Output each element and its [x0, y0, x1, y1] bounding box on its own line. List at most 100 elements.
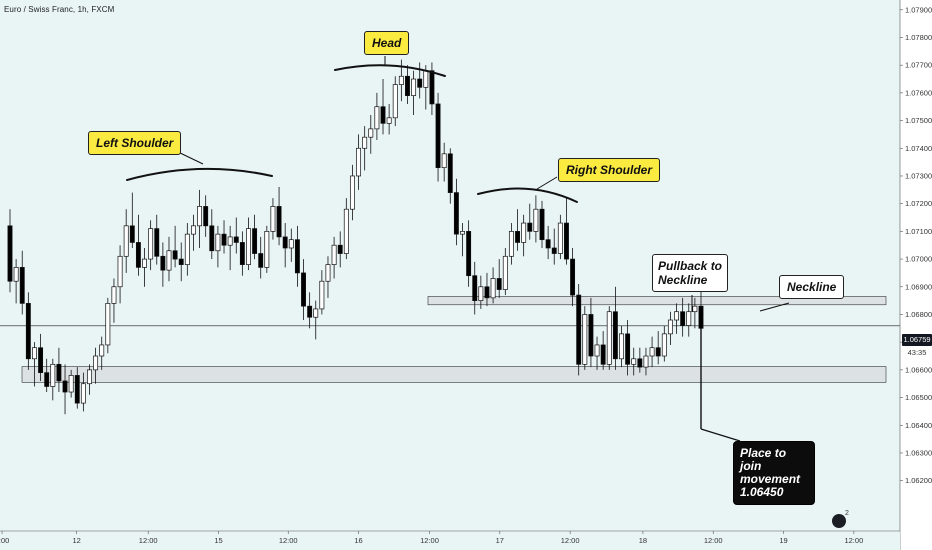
candle	[99, 336, 105, 370]
candle	[184, 223, 190, 276]
candle-body	[154, 228, 160, 257]
candle-body	[564, 222, 569, 260]
candle-body	[515, 231, 520, 243]
candle-body	[197, 206, 203, 227]
candle	[447, 148, 453, 204]
candle-body	[178, 258, 184, 265]
candle-body	[496, 278, 502, 290]
candle-body	[643, 355, 649, 368]
candle	[270, 198, 276, 240]
candle-body	[129, 225, 135, 243]
candle-body	[25, 303, 31, 360]
candle	[68, 369, 74, 398]
candle-body	[674, 311, 679, 321]
candle	[117, 245, 123, 304]
candle	[515, 209, 520, 251]
candle	[686, 303, 692, 337]
candle-body	[50, 363, 56, 387]
candle	[7, 209, 13, 293]
candle-body	[184, 233, 190, 265]
candle	[484, 272, 490, 307]
candle-body	[276, 206, 282, 238]
candle	[362, 126, 368, 171]
y-tick-label: 1.06400	[905, 421, 932, 430]
candle	[313, 300, 319, 340]
right-shoulder-callout: Right Shoulder	[558, 158, 660, 182]
candle	[221, 220, 227, 254]
badge-count: 2	[845, 510, 849, 517]
candle-body	[686, 311, 692, 326]
candle	[649, 336, 655, 368]
candle	[288, 228, 294, 262]
candle-body	[288, 239, 294, 249]
candle	[87, 364, 92, 395]
candle	[625, 320, 631, 376]
candle-body	[423, 70, 429, 88]
candle-body	[661, 333, 667, 357]
candle	[380, 79, 386, 135]
candle-body	[484, 286, 490, 299]
candle-body	[533, 208, 539, 232]
y-tick-label: 1.07600	[905, 88, 932, 97]
candle	[337, 231, 343, 268]
candle-body	[478, 286, 484, 301]
candle-body	[490, 278, 496, 299]
candle	[178, 242, 184, 282]
y-tick-label: 1.06300	[905, 448, 932, 457]
candle	[191, 214, 196, 251]
y-tick-label: 1.07700	[905, 61, 932, 70]
candle-body	[374, 106, 380, 130]
candle-body	[551, 247, 557, 254]
candle	[252, 214, 258, 260]
candle	[594, 336, 600, 370]
candle	[674, 303, 679, 334]
candle-body	[264, 231, 270, 268]
candle-body	[582, 314, 588, 365]
candle-body	[392, 84, 398, 119]
candle-body	[227, 236, 233, 246]
candle	[209, 209, 215, 260]
neckline-callout: Neckline	[779, 275, 845, 299]
left-shoulder-label: Left Shoulder	[96, 136, 174, 150]
countdown-tag: 43:35	[902, 347, 932, 359]
candle-body	[325, 264, 331, 282]
candle-body	[142, 258, 147, 268]
y-tick-label: 1.07000	[905, 255, 932, 264]
candle-body	[453, 192, 459, 235]
candle-body	[301, 272, 306, 307]
candle-body	[258, 253, 264, 268]
candle	[307, 292, 313, 329]
candle-body	[502, 255, 508, 290]
candle	[32, 342, 37, 387]
tradingview-logo-icon[interactable]	[832, 514, 846, 528]
x-tick-label: 15	[214, 536, 222, 545]
y-tick-label: 1.07900	[905, 5, 932, 14]
candle-body	[313, 308, 319, 318]
candle-body	[19, 267, 25, 304]
candle	[392, 76, 398, 127]
candle	[50, 358, 56, 401]
candle-body	[612, 311, 618, 360]
candle-body	[508, 231, 514, 257]
candle-body	[93, 355, 99, 371]
candle-body	[105, 303, 111, 346]
y-tick-label: 1.07100	[905, 227, 932, 236]
candle-body	[270, 206, 276, 232]
candle	[386, 103, 392, 135]
candle	[429, 62, 435, 116]
candle	[582, 306, 588, 370]
candle-body	[698, 305, 704, 329]
pullback-label-1: Pullback to	[658, 259, 723, 273]
candle-body	[215, 233, 221, 252]
candle	[521, 214, 527, 257]
candle-body	[80, 383, 86, 404]
left-shoulder-callout: Left Shoulder	[88, 131, 182, 155]
join-callout: Place to join movement 1.06450	[733, 441, 815, 505]
candle-body	[435, 103, 441, 169]
candle-body	[667, 319, 673, 335]
candle	[417, 62, 423, 99]
candle	[557, 214, 563, 260]
candle-body	[680, 311, 686, 326]
